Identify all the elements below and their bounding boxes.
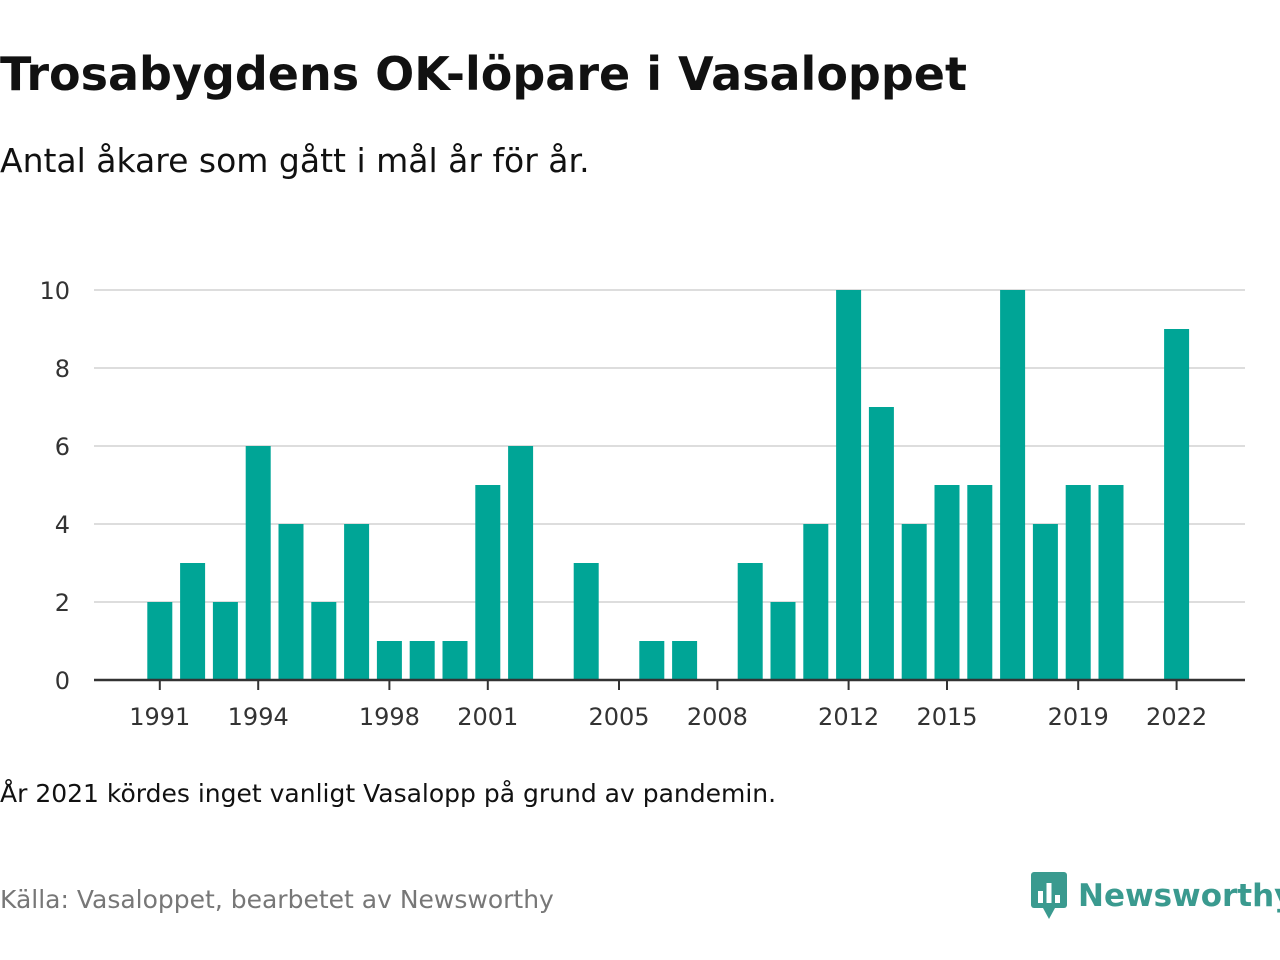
bar-2009 [737, 563, 763, 680]
bar-2007 [672, 641, 698, 680]
bar-2020 [1098, 485, 1124, 680]
y-tick-label: 0 [55, 667, 70, 695]
bar-2000 [442, 641, 468, 680]
newsworthy-logo: Newsworthy [1030, 868, 1280, 924]
y-tick-label: 6 [55, 433, 70, 461]
y-tick-label: 10 [39, 277, 70, 305]
x-tick-label: 2022 [1146, 703, 1207, 731]
bar-2006 [639, 641, 665, 680]
bar-1992 [180, 563, 206, 680]
bar-2010 [770, 602, 796, 680]
x-tick-label: 2005 [588, 703, 649, 731]
bar-2013 [868, 407, 894, 680]
newsworthy-logo-icon [1031, 872, 1067, 919]
bar-1996 [311, 602, 337, 680]
bar-1997 [344, 524, 370, 680]
chart-note: År 2021 kördes inget vanligt Vasalopp på… [0, 779, 777, 808]
bar-1993 [212, 602, 238, 680]
y-tick-label: 2 [55, 589, 70, 617]
chart-subtitle: Antal åkare som gått i mål år för år. [0, 141, 590, 180]
bar-2011 [803, 524, 829, 680]
newsworthy-logo-text: Newsworthy [1078, 878, 1280, 914]
bar-2019 [1065, 485, 1091, 680]
x-tick-label: 1998 [359, 703, 420, 731]
bar-2001 [475, 485, 501, 680]
bar-2014 [901, 524, 927, 680]
bar-2004 [573, 563, 599, 680]
y-tick-label: 8 [55, 355, 70, 383]
bar-2002 [508, 446, 534, 680]
x-tick-label: 2008 [687, 703, 748, 731]
bar-1994 [245, 446, 271, 680]
bar-2017 [1000, 290, 1026, 680]
bar-2016 [967, 485, 993, 680]
bar-1991 [147, 602, 173, 680]
bar-chart: 0 2 4 6 8 10 1991 1994 1998 2001 2005 2008 2012 2015 2… [39, 277, 1245, 731]
x-tick-label: 1991 [129, 703, 190, 731]
chart-title: Trosabygdens OK-löpare i Vasaloppet [0, 47, 967, 101]
x-tick-label: 2015 [916, 703, 977, 731]
x-tick-label: 2012 [818, 703, 879, 731]
y-tick-label: 4 [55, 511, 70, 539]
bar-2022 [1164, 329, 1190, 680]
bar-2012 [836, 290, 862, 680]
bar-2018 [1032, 524, 1058, 680]
x-tick-label: 1994 [228, 703, 289, 731]
bar-1999 [409, 641, 435, 680]
bar-1995 [278, 524, 304, 680]
bar-2015 [934, 485, 960, 680]
x-tick-label: 2019 [1048, 703, 1109, 731]
source-credit: Källa: Vasaloppet, bearbetet av Newswort… [0, 885, 554, 914]
x-tick-label: 2001 [457, 703, 518, 731]
bar-1998 [376, 641, 402, 680]
